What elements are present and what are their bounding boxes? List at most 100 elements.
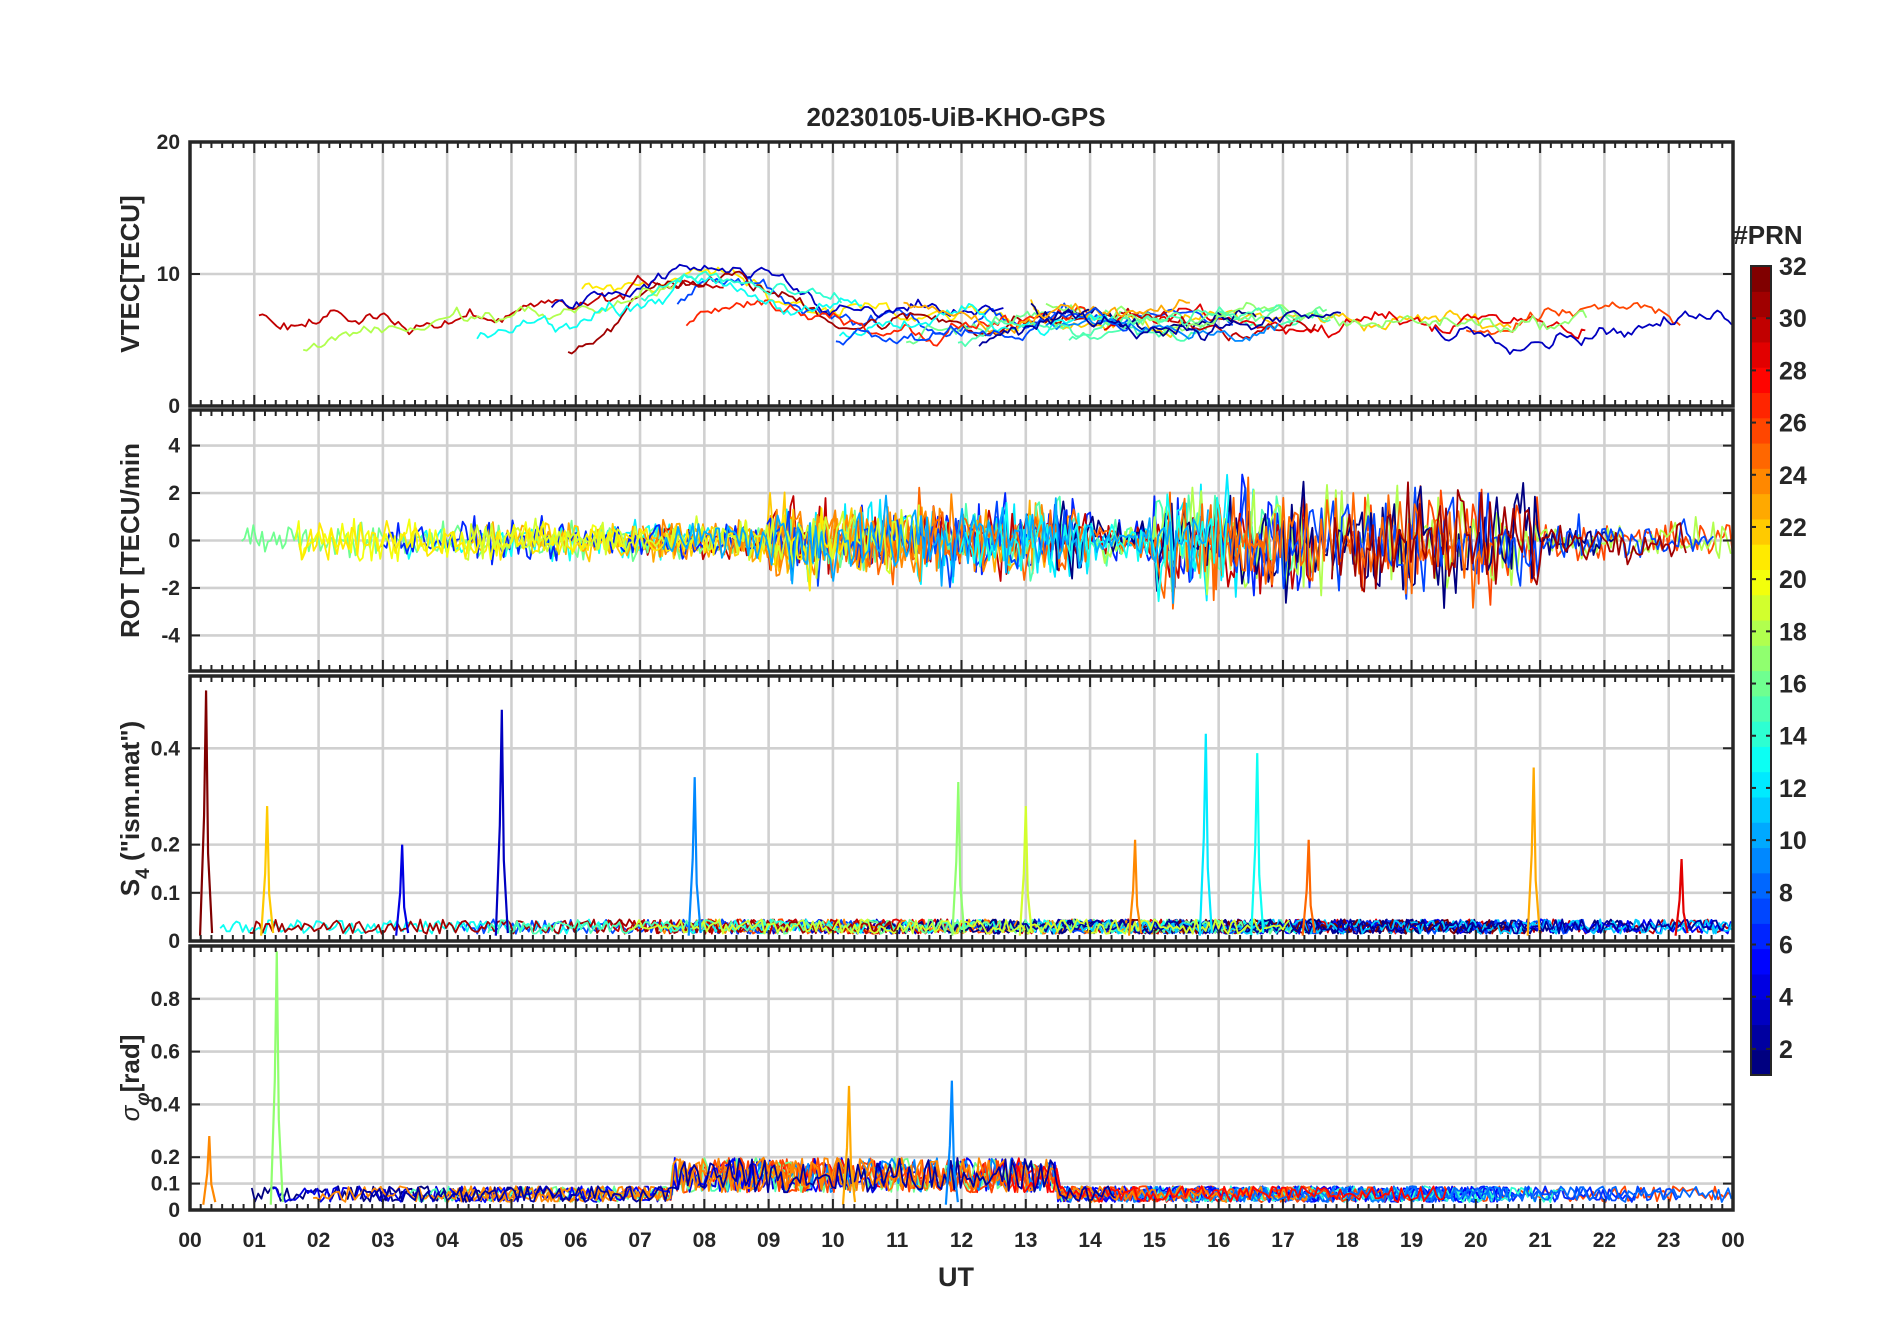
colorbar-segment <box>1751 923 1771 950</box>
x-tick-label: 02 <box>307 1229 330 1252</box>
spike-mark <box>944 1080 959 1205</box>
x-tick-label: 10 <box>821 1229 844 1252</box>
y-tick-label: 20 <box>157 131 180 154</box>
colorbar-tick-label: 8 <box>1779 879 1793 907</box>
colorbar-segment <box>1751 1024 1771 1051</box>
colorbar-segment <box>1751 948 1771 975</box>
x-tick-label: 06 <box>564 1229 587 1252</box>
x-tick-label: 07 <box>628 1229 651 1252</box>
series-line <box>629 918 1291 935</box>
y-tick-label: 0 <box>168 1199 180 1222</box>
series-line <box>676 275 1234 338</box>
y-axis-label-rest: [rad] <box>115 1035 145 1093</box>
spike-mark <box>1674 859 1689 936</box>
y-tick-label: 0.8 <box>151 988 181 1011</box>
colorbar-segment <box>1751 872 1771 899</box>
x-axis-label: UT <box>938 1262 974 1292</box>
colorbar-segment <box>1751 392 1771 419</box>
series-line <box>838 303 1114 339</box>
spike-mark <box>260 806 275 936</box>
traces-s4 <box>198 690 1733 936</box>
y-tick-label: 0.4 <box>151 737 181 760</box>
colorbar-segment <box>1751 796 1771 823</box>
series-line <box>550 263 1004 319</box>
series-line <box>359 1157 1116 1203</box>
series-line <box>219 918 613 935</box>
spike-mark <box>1301 839 1316 936</box>
series-line <box>1030 302 1257 337</box>
x-tick-label: 09 <box>757 1229 780 1252</box>
x-tick-label: 21 <box>1528 1229 1552 1252</box>
series-line <box>957 304 1331 348</box>
colorbar-segment <box>1751 898 1771 924</box>
colorbar-segment <box>1751 771 1771 798</box>
y-tick-label: 0 <box>168 530 180 553</box>
series-line <box>444 1157 980 1203</box>
figure-title: 20230105-UiB-KHO-GPS <box>806 102 1105 132</box>
colorbar-segment <box>1751 367 1771 394</box>
series-line <box>464 504 920 579</box>
series-line <box>1215 486 1714 600</box>
y-axis-label-sub: φ <box>133 1092 154 1105</box>
spike-mark <box>1018 806 1033 936</box>
colorbar-segment <box>1751 822 1771 849</box>
series-line <box>249 918 901 935</box>
colorbar-segment <box>1751 518 1771 545</box>
x-tick-label: 20 <box>1464 1229 1487 1252</box>
colorbar-segment <box>1751 266 1771 292</box>
spike-mark <box>202 1136 217 1205</box>
y-tick-label: 4 <box>168 435 180 458</box>
series-line <box>824 486 1276 610</box>
spike-mark <box>951 781 966 936</box>
y-tick-label: 0.1 <box>151 882 181 905</box>
series-line <box>835 307 1131 346</box>
x-tick-label: 11 <box>886 1229 909 1252</box>
series-line <box>1225 1185 1733 1203</box>
colorbar-tick-label: 22 <box>1779 514 1807 542</box>
colorbar-segment <box>1751 847 1771 874</box>
y-tick-label: 0.6 <box>151 1041 180 1064</box>
x-tick-label: 12 <box>950 1229 973 1252</box>
traces-vtec <box>258 263 1733 355</box>
series-line <box>978 308 1341 347</box>
panel-sigma_phi: 0 0.1 0.2 0.4 0.6 0.8 σφ[rad] <box>115 944 1735 1222</box>
x-tick-label: 15 <box>1143 1229 1167 1252</box>
colorbar-tick-label: 26 <box>1779 410 1807 438</box>
x-tick-label: 04 <box>435 1229 459 1252</box>
y-tick-label: 0.1 <box>151 1173 181 1196</box>
colorbar-tick-label: 12 <box>1779 775 1807 803</box>
series-line <box>1206 476 1495 609</box>
colorbar-segment <box>1751 468 1771 495</box>
colorbar-segment <box>1751 1049 1771 1076</box>
x-tick-label: 17 <box>1271 1229 1294 1252</box>
x-tick-label: 13 <box>1014 1229 1037 1252</box>
colorbar-segment <box>1751 594 1771 621</box>
y-tick-label: 2 <box>168 482 180 505</box>
colorbar-segment <box>1751 645 1771 672</box>
colorbar-tick-label: 14 <box>1779 723 1807 751</box>
x-tick-label: 23 <box>1657 1229 1680 1252</box>
series-line <box>662 494 1209 605</box>
spike-mark <box>494 709 509 936</box>
x-tick-label: 08 <box>693 1229 717 1252</box>
colorbar-segment <box>1751 569 1771 596</box>
spike-mark <box>1127 839 1143 936</box>
panel-s4: 00.10.20.4S4 ("ism.mat") <box>115 674 1735 953</box>
colorbar-tick-label: 28 <box>1779 357 1807 385</box>
series-line <box>1433 309 1733 355</box>
spike-mark <box>269 951 284 1205</box>
y-axis-label: VTEC[TECU] <box>115 195 145 352</box>
y-axis-label-rest: ("ism.mat") <box>115 721 145 868</box>
traces-rot <box>241 473 1733 610</box>
y-tick-label: 0 <box>168 930 180 953</box>
colorbar-segment <box>1751 341 1771 368</box>
colorbar-segment <box>1751 670 1771 697</box>
series-line <box>302 278 683 352</box>
panel-vtec: 0 10 20 VTEC[TECU] <box>115 131 1735 418</box>
colorbar-frame <box>1750 265 1772 1076</box>
x-tick-label: 19 <box>1400 1229 1423 1252</box>
colorbar-tick-label: 16 <box>1779 671 1807 699</box>
series-line <box>258 274 724 336</box>
series-line <box>313 1157 800 1203</box>
y-axis-label: σφ[rad] <box>115 1035 154 1122</box>
